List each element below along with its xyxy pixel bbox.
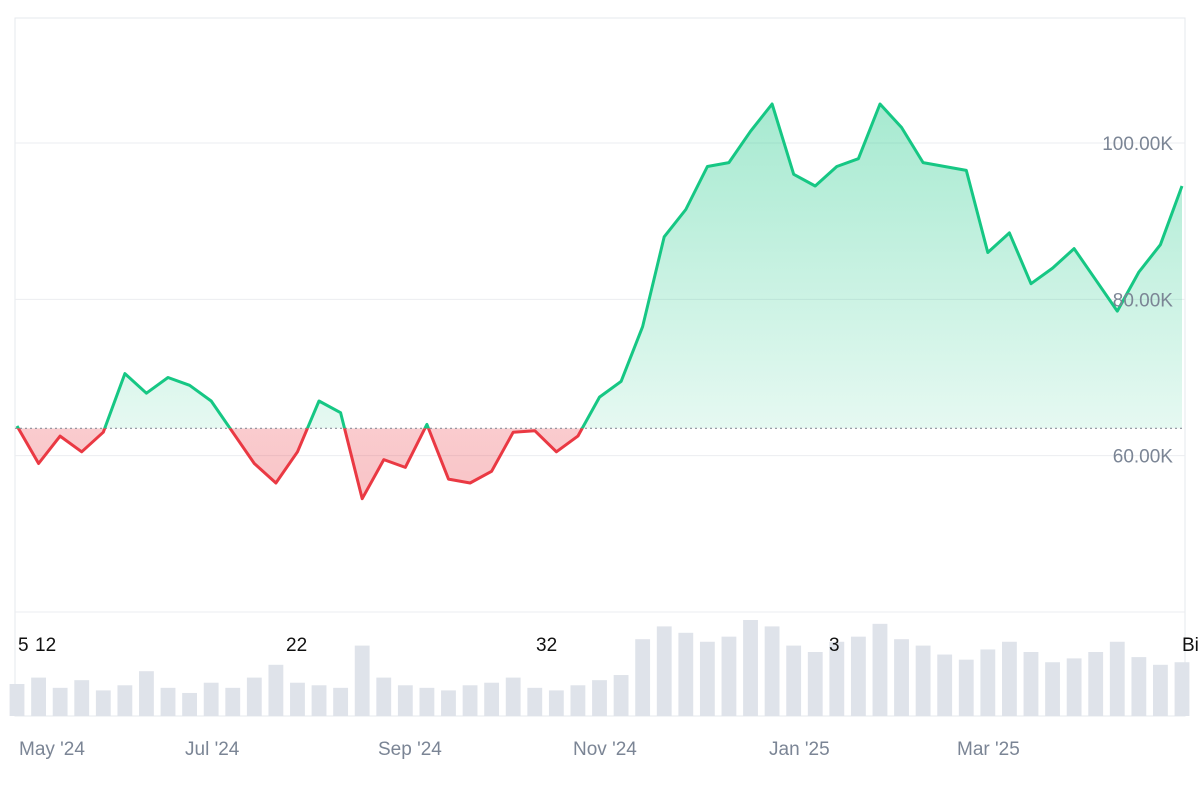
volume-bar	[786, 645, 802, 716]
event-marker-label: Bi	[1182, 635, 1199, 656]
volume-bar	[958, 659, 974, 716]
volume-bar	[311, 685, 327, 716]
volume-bar	[829, 641, 845, 716]
x-tick-label: May '24	[19, 739, 85, 760]
volume-bar	[592, 680, 607, 716]
volume-bar	[1109, 641, 1125, 716]
y-tick-label: 60.00K	[1113, 447, 1174, 468]
volume-bar	[743, 620, 758, 716]
volume-bar	[764, 626, 780, 716]
volume-bar	[570, 685, 586, 716]
volume-bar	[484, 682, 500, 716]
y-tick-label: 80.00K	[1113, 290, 1174, 311]
price-line-up	[15, 102, 1184, 429]
event-marker-label: 32	[536, 635, 557, 656]
volume-bar	[1088, 652, 1104, 716]
volume-layer	[9, 620, 1190, 716]
volume-bar	[333, 687, 349, 716]
volume-bar	[419, 687, 435, 716]
volume-bar	[354, 645, 370, 716]
volume-bar	[937, 654, 953, 716]
event-marker-label: 3	[829, 635, 840, 656]
event-marker-label: 22	[286, 635, 307, 656]
volume-bar	[1174, 662, 1190, 716]
volume-bar	[160, 687, 176, 716]
volume-bar	[31, 677, 46, 716]
volume-bar	[635, 639, 651, 716]
x-tick-label: Nov '24	[573, 739, 637, 760]
volume-bar	[376, 677, 392, 716]
volume-bar	[117, 685, 133, 716]
volume-bar	[462, 685, 478, 716]
volume-bar	[872, 623, 888, 716]
event-marker-label: 12	[35, 635, 56, 656]
x-tick-label: Sep '24	[378, 739, 442, 760]
volume-bar	[1066, 658, 1082, 716]
line-layer	[15, 102, 1185, 501]
area-below-baseline	[18, 428, 583, 499]
volume-bar	[894, 639, 909, 716]
volume-bar	[9, 684, 25, 716]
area-above-baseline	[17, 104, 1182, 429]
volume-bar	[807, 652, 823, 716]
volume-bar	[182, 692, 198, 716]
x-tick-label: Jul '24	[185, 739, 240, 760]
volume-bar	[139, 671, 154, 716]
volume-bar	[1023, 652, 1039, 716]
volume-bar	[613, 675, 629, 716]
volume-bar	[721, 636, 737, 716]
x-tick-label: Jan '25	[769, 739, 830, 760]
volume-bar	[527, 687, 543, 716]
volume-bar	[52, 687, 68, 716]
volume-bar	[1131, 657, 1147, 716]
volume-bar	[441, 690, 456, 716]
volume-bar	[246, 677, 262, 716]
volume-bar	[505, 677, 521, 716]
x-tick-label: Mar '25	[957, 739, 1020, 760]
area-layer	[17, 104, 1182, 499]
y-tick-label: 100.00K	[1102, 134, 1173, 155]
volume-bar	[290, 682, 305, 716]
volume-bar	[397, 685, 413, 716]
volume-bar	[678, 632, 694, 716]
volume-bar	[656, 626, 672, 716]
volume-bar	[980, 649, 996, 716]
volume-bar	[699, 641, 715, 716]
label-layer: 60.00K 80.00K 100.00K May '24 Jul '24 Sep '24…	[18, 134, 1199, 760]
volume-bar	[915, 645, 931, 716]
volume-bar	[74, 680, 90, 716]
volume-bar	[95, 690, 111, 716]
volume-bar	[225, 687, 241, 716]
volume-bar	[1045, 662, 1060, 716]
volume-bar	[548, 690, 564, 716]
event-marker-label: 5	[18, 635, 29, 656]
volume-bar	[1001, 641, 1017, 716]
volume-bar	[268, 664, 284, 716]
volume-bar	[850, 636, 866, 716]
volume-bar	[1153, 664, 1168, 716]
volume-bar	[203, 682, 219, 716]
